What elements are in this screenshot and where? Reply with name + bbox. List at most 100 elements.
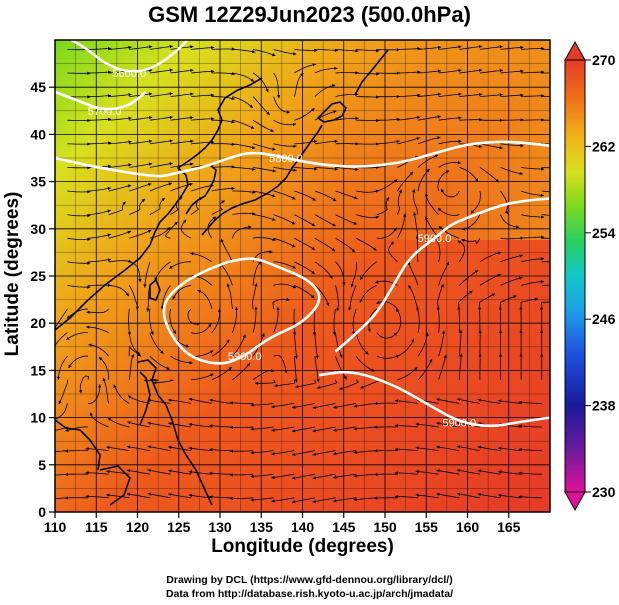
credit-drawing: Drawing by DCL (https://www.gfd-dennou.o…: [166, 574, 453, 586]
streamline-arrow: [265, 88, 269, 93]
streamline: [88, 118, 112, 121]
streamline: [356, 96, 380, 98]
streamline-arrow: [64, 449, 69, 453]
streamline-arrow: [478, 44, 483, 49]
streamline-arrow: [359, 299, 363, 303]
streamline: [144, 379, 159, 382]
streamline: [87, 234, 111, 239]
y-tick-label: 35: [30, 174, 46, 190]
streamline-arrow: [128, 163, 132, 167]
streamline: [211, 200, 226, 215]
streamline-arrow: [333, 405, 337, 409]
streamline-arrow: [98, 357, 103, 361]
streamline-arrow: [458, 92, 462, 96]
streamline: [498, 400, 522, 404]
streamline-arrow: [474, 270, 479, 274]
streamline-arrow: [266, 111, 270, 115]
streamline-arrow: [130, 354, 134, 358]
streamline: [149, 140, 173, 145]
streamline: [149, 308, 154, 335]
streamline-arrow: [470, 210, 475, 214]
streamline-arrow: [437, 69, 442, 73]
streamline: [500, 143, 524, 147]
streamline: [376, 227, 398, 239]
streamline-arrow: [292, 332, 297, 336]
streamline: [232, 190, 256, 194]
streamline: [541, 301, 550, 310]
streamline-arrow: [443, 354, 447, 359]
streamline: [211, 143, 235, 145]
streamline-arrow: [398, 189, 402, 194]
streamline: [292, 403, 315, 409]
streamline-arrow: [457, 492, 461, 496]
streamline: [87, 187, 111, 192]
streamline-arrow: [137, 353, 141, 357]
coastline-borneo: [99, 465, 131, 506]
streamline: [191, 323, 212, 334]
streamline: [500, 46, 524, 50]
streamline: [168, 470, 192, 475]
x-tick-label: 155: [415, 519, 439, 535]
streamline-arrow: [190, 68, 194, 73]
streamline-arrow: [252, 190, 256, 194]
streamline: [128, 308, 131, 336]
streamline-arrow: [457, 445, 461, 449]
streamline: [88, 47, 112, 50]
streamline-arrow: [220, 238, 224, 243]
streamline: [250, 403, 274, 406]
streamline-arrow: [291, 221, 296, 225]
streamline-arrow: [415, 446, 419, 450]
streamline: [67, 190, 91, 193]
streamline: [250, 450, 274, 454]
streamline: [438, 69, 462, 74]
streamline-arrow: [128, 45, 132, 50]
streamline: [250, 426, 274, 430]
streamline: [271, 403, 295, 408]
streamline: [232, 306, 237, 333]
streamline: [293, 332, 297, 359]
streamline-arrow: [336, 307, 340, 312]
streamline-arrow: [334, 167, 338, 171]
streamline-arrow: [374, 472, 378, 477]
streamline: [436, 446, 460, 451]
streamline-arrow: [312, 332, 317, 336]
streamline: [232, 49, 256, 53]
streamline: [479, 143, 503, 149]
streamline: [314, 332, 319, 359]
streamline-arrow: [292, 429, 296, 433]
streamline-arrow: [438, 226, 443, 230]
streamline-arrow: [271, 475, 275, 480]
streamline: [437, 207, 460, 216]
streamline: [229, 450, 254, 452]
streamline: [273, 190, 296, 200]
streamline: [355, 332, 369, 355]
x-axis: 110 115 120 125 130 135 140 145 150 155 160 165: [44, 512, 521, 535]
streamline-arrow: [561, 238, 564, 241]
streamline: [149, 355, 170, 370]
streamline-arrow: [169, 115, 173, 120]
streamline: [479, 251, 502, 263]
streamline-arrow: [234, 306, 239, 311]
streamline-arrow: [86, 325, 90, 329]
streamline-arrow: [332, 332, 336, 336]
streamline: [211, 366, 233, 381]
streamline: [164, 221, 178, 239]
streamline: [541, 261, 550, 263]
y-axis: 0 5 10 15 20 25 30 35 40 45: [30, 79, 55, 520]
contour-line: [70, 40, 188, 73]
streamline: [88, 344, 109, 357]
streamline: [294, 285, 315, 299]
streamline-arrow: [562, 167, 565, 170]
streamline: [314, 261, 333, 279]
streamline-arrow: [252, 212, 256, 216]
streamline: [335, 167, 359, 170]
streamline-arrow: [231, 186, 235, 191]
streamline-arrow: [459, 329, 463, 334]
streamline: [147, 493, 171, 499]
streamline: [333, 450, 357, 455]
streamline-arrow: [44, 451, 47, 454]
streamline-arrow: [520, 45, 524, 50]
streamline: [352, 308, 357, 335]
streamline: [397, 338, 415, 357]
streamline: [394, 425, 419, 428]
